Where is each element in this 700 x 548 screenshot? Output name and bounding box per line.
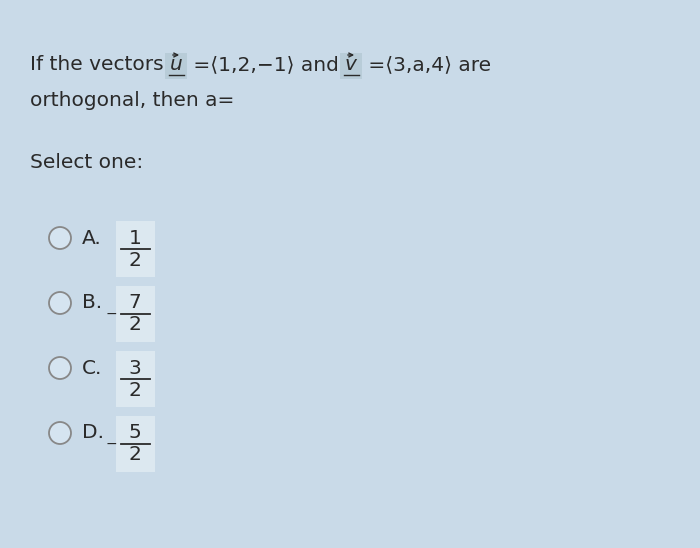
FancyBboxPatch shape: [116, 221, 155, 277]
Text: 7: 7: [129, 294, 141, 312]
FancyBboxPatch shape: [340, 53, 362, 79]
Circle shape: [50, 293, 71, 313]
FancyBboxPatch shape: [116, 416, 155, 472]
Text: =⟨1,2,−1⟩ and: =⟨1,2,−1⟩ and: [187, 55, 345, 75]
Text: u: u: [170, 55, 183, 75]
Circle shape: [50, 357, 71, 379]
Text: v: v: [345, 55, 357, 75]
Text: 2: 2: [129, 250, 141, 270]
Text: Select one:: Select one:: [30, 153, 143, 173]
Text: 1: 1: [129, 229, 141, 248]
Text: C.: C.: [82, 358, 102, 378]
Text: 2: 2: [129, 380, 141, 399]
Text: orthogonal, then a=: orthogonal, then a=: [30, 90, 235, 110]
Text: =⟨3,a,4⟩ are: =⟨3,a,4⟩ are: [362, 55, 491, 75]
Text: 5: 5: [129, 424, 141, 442]
FancyBboxPatch shape: [116, 351, 155, 407]
FancyBboxPatch shape: [165, 53, 187, 79]
Text: A.: A.: [82, 229, 102, 248]
Text: −: −: [106, 307, 117, 321]
Text: 2: 2: [129, 316, 141, 334]
Circle shape: [50, 423, 71, 443]
Circle shape: [50, 227, 71, 248]
Text: D.: D.: [82, 424, 104, 442]
Text: 3: 3: [129, 358, 141, 378]
Text: B.: B.: [82, 294, 102, 312]
FancyBboxPatch shape: [116, 286, 155, 342]
Text: 2: 2: [129, 446, 141, 465]
Text: If the vectors: If the vectors: [30, 55, 170, 75]
Text: −: −: [106, 437, 117, 451]
